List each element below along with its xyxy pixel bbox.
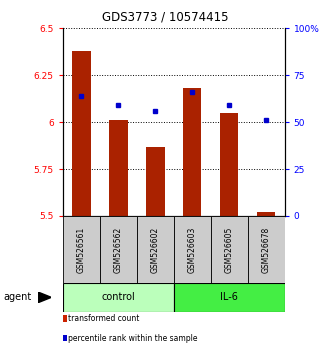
Bar	[72, 51, 91, 216]
Text: agent: agent	[3, 292, 31, 302]
Bar	[257, 212, 275, 216]
Bar	[63, 216, 100, 283]
Text: IL-6: IL-6	[220, 292, 238, 302]
Bar	[174, 216, 211, 283]
Text: GDS3773 / 10574415: GDS3773 / 10574415	[102, 11, 229, 24]
Bar	[174, 283, 285, 312]
Text: GSM526678: GSM526678	[262, 227, 271, 273]
Text: GSM526562: GSM526562	[114, 227, 123, 273]
Polygon shape	[38, 292, 51, 303]
Bar	[100, 216, 137, 283]
Bar	[137, 216, 174, 283]
Text: GSM526603: GSM526603	[188, 226, 197, 273]
Bar	[211, 216, 248, 283]
Bar	[109, 120, 127, 216]
Text: GSM526605: GSM526605	[225, 226, 234, 273]
Text: GSM526561: GSM526561	[77, 227, 86, 273]
Text: GSM526602: GSM526602	[151, 227, 160, 273]
Bar	[146, 147, 165, 216]
Bar	[220, 113, 238, 216]
Text: transformed count: transformed count	[68, 314, 140, 323]
Bar	[248, 216, 285, 283]
Text: control: control	[102, 292, 135, 302]
Text: percentile rank within the sample: percentile rank within the sample	[68, 333, 198, 343]
Bar	[63, 283, 174, 312]
Bar	[183, 88, 202, 216]
